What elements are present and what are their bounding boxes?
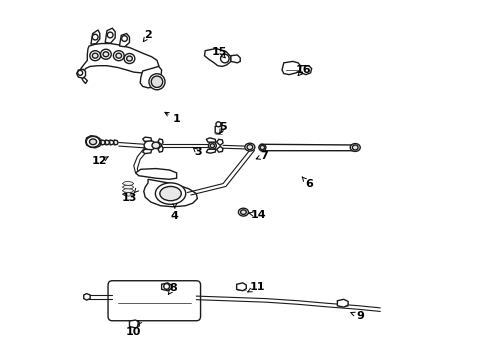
- Ellipse shape: [90, 51, 101, 61]
- Ellipse shape: [149, 74, 164, 90]
- Polygon shape: [162, 283, 171, 291]
- Text: 9: 9: [356, 311, 364, 321]
- Text: 13: 13: [122, 193, 137, 203]
- Ellipse shape: [86, 136, 100, 147]
- Polygon shape: [158, 145, 163, 152]
- Ellipse shape: [349, 144, 360, 152]
- Polygon shape: [122, 189, 134, 193]
- Text: 1: 1: [172, 114, 180, 124]
- Circle shape: [78, 70, 82, 75]
- Polygon shape: [143, 179, 197, 207]
- Polygon shape: [83, 294, 90, 300]
- Text: 4: 4: [170, 211, 179, 221]
- Ellipse shape: [103, 52, 108, 57]
- Polygon shape: [114, 140, 118, 145]
- Polygon shape: [206, 149, 216, 153]
- Ellipse shape: [244, 143, 254, 151]
- Ellipse shape: [151, 76, 163, 87]
- Polygon shape: [260, 144, 354, 151]
- Ellipse shape: [144, 141, 155, 150]
- Ellipse shape: [89, 139, 97, 145]
- Polygon shape: [140, 66, 162, 88]
- Ellipse shape: [260, 145, 264, 150]
- Text: 16: 16: [295, 65, 311, 75]
- Circle shape: [216, 122, 221, 127]
- Polygon shape: [122, 185, 134, 189]
- Ellipse shape: [238, 208, 248, 216]
- Ellipse shape: [92, 53, 98, 58]
- Polygon shape: [109, 140, 114, 145]
- Polygon shape: [204, 49, 230, 66]
- Ellipse shape: [101, 49, 111, 59]
- Ellipse shape: [258, 144, 265, 151]
- Text: 5: 5: [219, 122, 226, 132]
- Ellipse shape: [113, 51, 124, 61]
- Text: 3: 3: [194, 147, 202, 157]
- Polygon shape: [216, 139, 223, 145]
- Ellipse shape: [152, 142, 160, 149]
- Text: 10: 10: [126, 327, 141, 337]
- Text: 12: 12: [92, 157, 107, 166]
- Ellipse shape: [124, 54, 135, 64]
- Polygon shape: [80, 44, 159, 84]
- Polygon shape: [337, 299, 347, 307]
- Polygon shape: [122, 192, 134, 196]
- Polygon shape: [158, 139, 163, 145]
- Polygon shape: [135, 168, 176, 179]
- Ellipse shape: [160, 186, 181, 201]
- Text: 6: 6: [304, 179, 312, 189]
- Ellipse shape: [352, 145, 357, 150]
- Polygon shape: [85, 136, 101, 148]
- Circle shape: [92, 34, 98, 40]
- Polygon shape: [215, 126, 221, 134]
- Text: 7: 7: [260, 151, 267, 161]
- Polygon shape: [105, 28, 115, 43]
- Ellipse shape: [210, 144, 214, 148]
- Text: 2: 2: [144, 30, 152, 40]
- Polygon shape: [105, 140, 109, 145]
- Ellipse shape: [240, 210, 246, 215]
- Ellipse shape: [116, 53, 122, 58]
- Ellipse shape: [126, 56, 132, 61]
- Polygon shape: [129, 320, 139, 328]
- Polygon shape: [122, 181, 134, 185]
- Ellipse shape: [208, 142, 216, 149]
- FancyBboxPatch shape: [108, 281, 200, 321]
- Polygon shape: [142, 149, 151, 154]
- Polygon shape: [77, 69, 85, 78]
- Ellipse shape: [246, 145, 252, 150]
- Text: 8: 8: [169, 283, 177, 293]
- Polygon shape: [236, 283, 246, 291]
- Circle shape: [107, 32, 113, 38]
- Text: 11: 11: [249, 282, 264, 292]
- Polygon shape: [282, 62, 300, 75]
- Circle shape: [163, 284, 169, 289]
- Ellipse shape: [155, 183, 185, 204]
- Circle shape: [220, 54, 229, 63]
- Polygon shape: [119, 33, 129, 47]
- Text: 15: 15: [211, 47, 227, 57]
- Polygon shape: [206, 138, 216, 142]
- Polygon shape: [216, 147, 223, 152]
- Polygon shape: [230, 55, 240, 63]
- Polygon shape: [91, 30, 100, 44]
- Circle shape: [122, 36, 127, 41]
- Text: 14: 14: [250, 210, 266, 220]
- Polygon shape: [101, 140, 105, 145]
- Polygon shape: [299, 66, 311, 75]
- Polygon shape: [142, 137, 151, 141]
